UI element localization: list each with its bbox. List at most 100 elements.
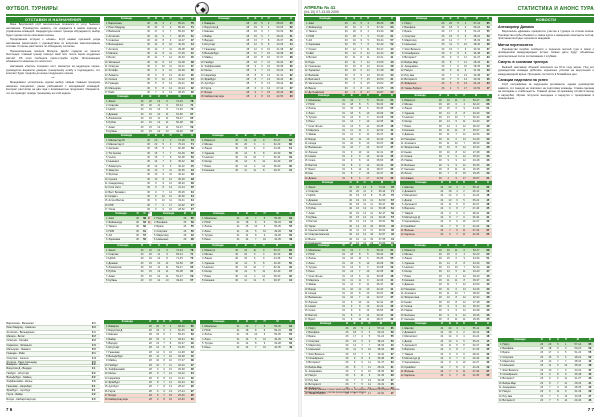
table-cell: 5 <box>358 391 366 397</box>
table-cell: 22-50 <box>272 94 288 100</box>
table-cell: 40 <box>483 282 492 288</box>
table-cell: Шальке <box>108 332 147 338</box>
table-row: 7 Анжи 40 15 14 11 52-47 59 <box>104 274 196 279</box>
table-cell: 25-46 <box>174 393 189 399</box>
table-cell: 19 <box>146 261 155 266</box>
table-cell: 7 <box>159 155 167 161</box>
table-cell: 16 <box>304 163 308 169</box>
table-cell: 38 <box>483 202 492 208</box>
table-cell: 8 <box>553 372 562 378</box>
table-cell: 11 <box>460 269 469 275</box>
table-cell: 52-47 <box>171 125 188 130</box>
table-row: 5 Маритиму 26 12 7 7 38-33 43 <box>304 343 396 349</box>
table-cell: 26 <box>484 77 492 83</box>
table-cell: 24 <box>437 228 446 234</box>
table-cell: 8 <box>162 107 172 113</box>
table-cell: Ростов <box>308 219 348 225</box>
table-cell: 52-38 <box>174 155 189 161</box>
table-cell: 22 <box>146 99 155 104</box>
table-cell: 11 <box>152 51 160 57</box>
standings-table-netherlands-full: Команда И В Н П М О 1 Аякс 30 21 5 4 68-26 68 2 Фейеноор… <box>304 17 396 100</box>
table-cell: 31 <box>339 115 348 121</box>
table-header-cell: В <box>251 17 260 22</box>
table-cell: 15 <box>241 146 251 152</box>
fixture-row: Герта - Байер 1:2 <box>6 392 100 398</box>
table-cell: 30 <box>436 98 445 103</box>
table-cell: 28 <box>243 77 252 83</box>
table-row: 9 Дженоа 30 11 7 12 42-50 40 <box>400 282 492 288</box>
table-cell: 7 <box>259 51 265 57</box>
table-row: 11 Хоффенхайм 28 9 9 10 35-38 36 <box>104 367 196 373</box>
table-cell: 68 <box>285 248 295 253</box>
table-cell: Униан Лейрия <box>404 86 440 92</box>
table-cell: Фейренсе <box>308 386 344 392</box>
table-cell: 11 <box>400 228 404 234</box>
table-cell: 43 <box>484 38 492 44</box>
table-cell: 22-52 <box>373 391 389 397</box>
fixture-teams: Бавария - Шальке <box>6 363 88 368</box>
table-cell: 26 <box>537 394 546 400</box>
table-cell: 42-50 <box>468 282 484 288</box>
table-cell: 10 <box>264 47 273 52</box>
table-cell: 31-39 <box>373 373 389 379</box>
table-cell: 18 <box>152 146 160 152</box>
table-cell: 35 <box>483 167 492 173</box>
table-cell: 37-39 <box>174 51 189 57</box>
table-row: 2 ПСЖ 31 18 8 5 59-33 62 <box>304 102 396 108</box>
table-cell: 57-14 <box>469 21 485 26</box>
table-cell: 11 <box>461 55 470 61</box>
left-article: Финк. Берлинский клуб окончательно отказ… <box>6 23 100 313</box>
table-row: 12 Фиорентина 30 10 8 12 32-34 38 <box>400 145 492 151</box>
table-cell: 39 <box>483 287 492 292</box>
table-cell: 7 <box>350 369 359 375</box>
table-cell: 10 <box>260 337 269 342</box>
table-header-cell <box>304 94 308 99</box>
table-cell: 29 <box>483 171 492 177</box>
table-cell: 37 <box>388 352 396 357</box>
table-cell: 18 <box>446 25 455 31</box>
table-cell: 24 <box>437 206 446 212</box>
table-cell: 7 <box>400 352 404 357</box>
table-cell: 39-37 <box>468 278 484 284</box>
table-cell: 59-33 <box>371 252 388 258</box>
table-cell: 37 <box>484 47 492 52</box>
table-header-cell: В <box>242 212 252 217</box>
table-cell: 11 <box>444 137 453 142</box>
table-cell: 60-25 <box>272 25 288 31</box>
table-cell: 13 <box>304 378 308 384</box>
table-cell: Милан <box>404 252 437 258</box>
table-cell: 9 <box>363 265 372 271</box>
table-cell: 56-35 <box>268 224 287 230</box>
table-cell: 30 <box>144 216 153 222</box>
table-cell: 31 <box>339 171 348 177</box>
table-cell: 6 <box>104 42 108 48</box>
table-cell: 9 <box>365 373 374 379</box>
table-cell: 9 <box>166 164 175 169</box>
table-row: 13 Вест Бромвич 30 9 7 14 35-45 34 <box>104 190 196 196</box>
table-cell: 4 <box>553 350 562 356</box>
table-row: 7 Сент-Этьен 31 14 6 11 39-38 48 <box>304 274 396 279</box>
table-cell: 57 <box>187 129 196 135</box>
table-cell: 20 <box>444 102 453 108</box>
table-header-cell: О <box>287 17 295 22</box>
table-cell: Порту <box>404 21 440 26</box>
table-cell: 55 <box>188 151 196 156</box>
table-cell: 9 <box>444 304 453 310</box>
table-cell: Брага <box>502 350 538 356</box>
table-cell: 12 <box>259 164 269 169</box>
table-cell: 15 <box>152 155 160 161</box>
table-cell: 11 <box>154 252 163 258</box>
table-cell: 8 <box>400 128 404 134</box>
table-cell: 29-42 <box>371 163 388 169</box>
table-row: 11 Академика 26 7 9 10 28-35 30 <box>498 385 594 391</box>
table-cell: 8 <box>355 158 364 164</box>
table-cell: 8 <box>154 376 162 382</box>
table-cell: 15 <box>347 256 356 262</box>
table-cell: 59-47 <box>171 265 188 271</box>
table-cell: 14 <box>363 158 372 164</box>
table-cell: 42-35 <box>268 345 287 351</box>
table-cell: 8 <box>355 291 364 297</box>
table-cell: 28-35 <box>469 64 485 70</box>
table-row: 1 Зенит 40 22 12 6 74-34 78 <box>104 99 196 104</box>
fixture-teams: Хоффенхайм - Кёльн <box>6 379 88 385</box>
